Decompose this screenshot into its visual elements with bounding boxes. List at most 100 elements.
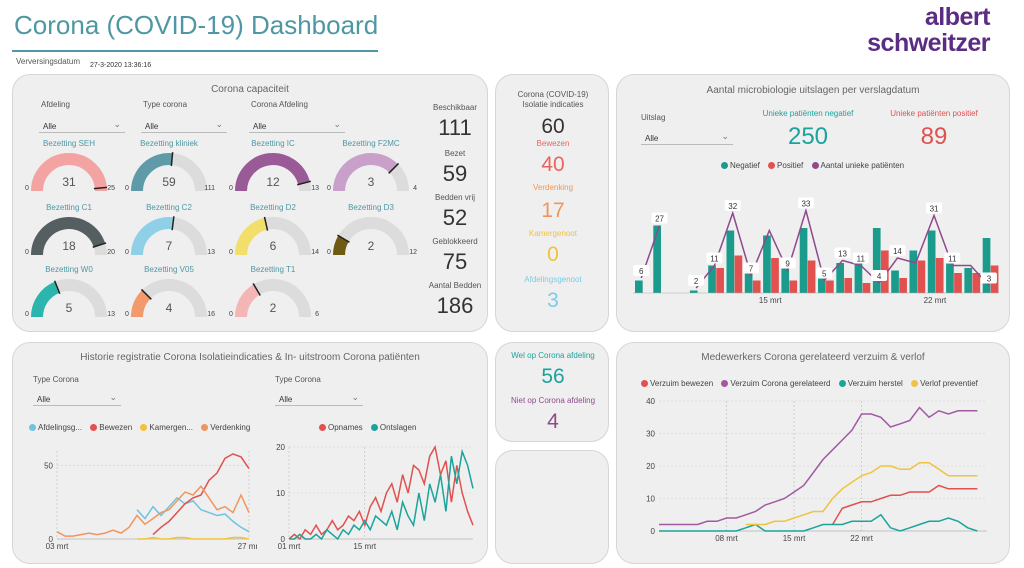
gauge: Bezetting V05 4 0 16	[121, 265, 217, 327]
bar-positief	[771, 258, 779, 293]
gauge-min: 0	[25, 311, 29, 318]
slicer-type-corona-1-value: Alle	[37, 395, 51, 404]
history-legend-1: Afdelingsg... Bewezen Kamergen... Verden…	[29, 423, 250, 432]
legend-dot	[811, 162, 819, 169]
gauge-min: 0	[229, 249, 233, 256]
gauge: Bezetting T1 2 0 6	[225, 265, 321, 327]
gauge-fill	[131, 153, 173, 192]
neg-value: 250	[787, 123, 829, 150]
logo-line1: albert	[924, 3, 991, 31]
logo: albert schweitzer	[855, 4, 990, 56]
chevron-down-icon: ⌄	[351, 392, 359, 402]
capacity-panel: Corona capaciteit Afdeling Alle ⌄ Type c…	[12, 74, 488, 332]
y-tick-label: 40	[646, 397, 655, 406]
kpi-label: Bezet	[444, 149, 466, 158]
bar-negatief	[891, 270, 899, 293]
series-line	[659, 406, 978, 526]
legend-dot	[768, 162, 776, 169]
gauge: Bezetting D2 6 0 14	[225, 203, 321, 265]
gauge-value: 18	[62, 239, 76, 253]
slicer-corona-afdeling[interactable]: Alle ⌄	[249, 117, 345, 133]
gauge-value: 6	[269, 239, 277, 253]
bar-negatief	[635, 280, 643, 293]
y-tick-label: 10	[276, 489, 285, 498]
gauge: Bezetting W0 5 0 13	[21, 265, 117, 327]
slicer-uitslag[interactable]: Alle ⌄	[641, 129, 733, 145]
logo-line2: schweitzer	[867, 29, 990, 57]
gauge-title: Bezetting C1	[46, 203, 92, 212]
x-tick-label: 08 mrt	[715, 534, 738, 543]
bar-negatief	[744, 263, 753, 293]
slicer-afdeling-value: Alle	[43, 122, 57, 131]
bar-positief	[752, 280, 761, 293]
gauge-title: Bezetting F2MC	[342, 139, 400, 148]
y-tick-label: 20	[646, 462, 655, 471]
gauge: Bezetting F2MC 3 0 4	[323, 139, 419, 201]
x-tick-label: 01 mrt	[278, 542, 301, 551]
gauge-title: Bezetting V05	[144, 265, 194, 274]
gauge-min: 0	[229, 311, 233, 318]
chevron-down-icon: ⌄	[333, 119, 341, 129]
data-label-bg	[889, 245, 906, 256]
legend-verzuim-bewezen: Verzuim bewezen	[650, 379, 714, 388]
kpi-value: 111	[438, 115, 472, 140]
isolation-title-2: Isolatie indicaties	[522, 100, 584, 109]
series-line	[56, 484, 250, 537]
chevron-down-icon: ⌄	[113, 119, 121, 129]
slicer-afdeling[interactable]: Alle ⌄	[39, 117, 125, 133]
x-tick-label: 15 mrt	[783, 534, 806, 543]
data-label-bg	[871, 270, 888, 281]
series-line	[659, 513, 978, 532]
data-label-bg	[834, 247, 851, 259]
gauge-value: 59	[162, 175, 176, 189]
slicer-corona-afdeling-value: Alle	[253, 122, 267, 131]
bar-positief	[935, 258, 944, 293]
kpi-label: Beschikbaar	[432, 103, 478, 112]
slicer-type-corona-1[interactable]: Alle ⌄	[33, 390, 121, 406]
data-label: 27	[655, 215, 664, 224]
bar-negatief	[726, 230, 735, 293]
refresh-label: Verversingsdatum	[16, 57, 81, 66]
legend-verzuim-herstel: Verzuim herstel	[847, 379, 903, 388]
staff-title: Medewerkers Corona gerelateerd verzuim &…	[701, 352, 925, 363]
legend-dot	[319, 424, 326, 431]
y-tick-label: 0	[281, 535, 286, 544]
legend-negatief: Negatief	[730, 161, 760, 170]
staff-legend: Verzuim bewezen Verzuim Corona gerelatee…	[641, 379, 978, 388]
microbiology-title: Aantal microbiologie uitslagen per versl…	[706, 85, 920, 96]
series-line	[137, 536, 250, 540]
gauge-title: Bezetting C2	[146, 203, 192, 212]
gauge-min: 0	[327, 249, 331, 256]
slicer-uitslag-value: Alle	[645, 134, 659, 143]
data-label-bg	[743, 262, 760, 274]
gauge-target	[140, 288, 152, 300]
bar-positief	[954, 273, 962, 293]
slicer-type-corona-2-label: Type Corona	[275, 375, 321, 384]
gauge-target	[170, 152, 174, 167]
gauge-min: 0	[25, 249, 29, 256]
bar-positief	[899, 278, 907, 293]
data-label: 11	[857, 255, 866, 264]
isolation-label: Kamergenoot	[528, 229, 578, 238]
data-label: 11	[948, 255, 957, 264]
data-label-bg	[926, 202, 943, 214]
gauge-target	[337, 234, 350, 243]
data-label: 7	[749, 265, 754, 274]
gauge-title: Bezetting W0	[45, 265, 93, 274]
gauge-max: 13	[107, 311, 115, 318]
data-label-bg	[688, 275, 705, 286]
slicer-type-corona-2[interactable]: Alle ⌄	[275, 390, 363, 406]
wel-label: Wel op Corona afdeling	[511, 351, 595, 360]
legend-dot	[140, 424, 148, 431]
gauge-min: 0	[125, 311, 129, 318]
slicer-type-corona[interactable]: Alle ⌄	[141, 117, 227, 133]
kpi-label: Aantal Bedden	[428, 281, 482, 290]
x-tick-label: 15 mrt	[353, 542, 376, 551]
microbiology-panel: Aantal microbiologie uitslagen per versl…	[616, 74, 1010, 332]
chevron-down-icon: ⌄	[109, 392, 117, 402]
pos-value: 89	[920, 123, 948, 150]
bar-positief	[826, 280, 834, 293]
x-tick-label: 22 mrt	[924, 296, 947, 305]
isolation-value: 40	[541, 153, 565, 176]
data-label-bg	[633, 265, 650, 276]
